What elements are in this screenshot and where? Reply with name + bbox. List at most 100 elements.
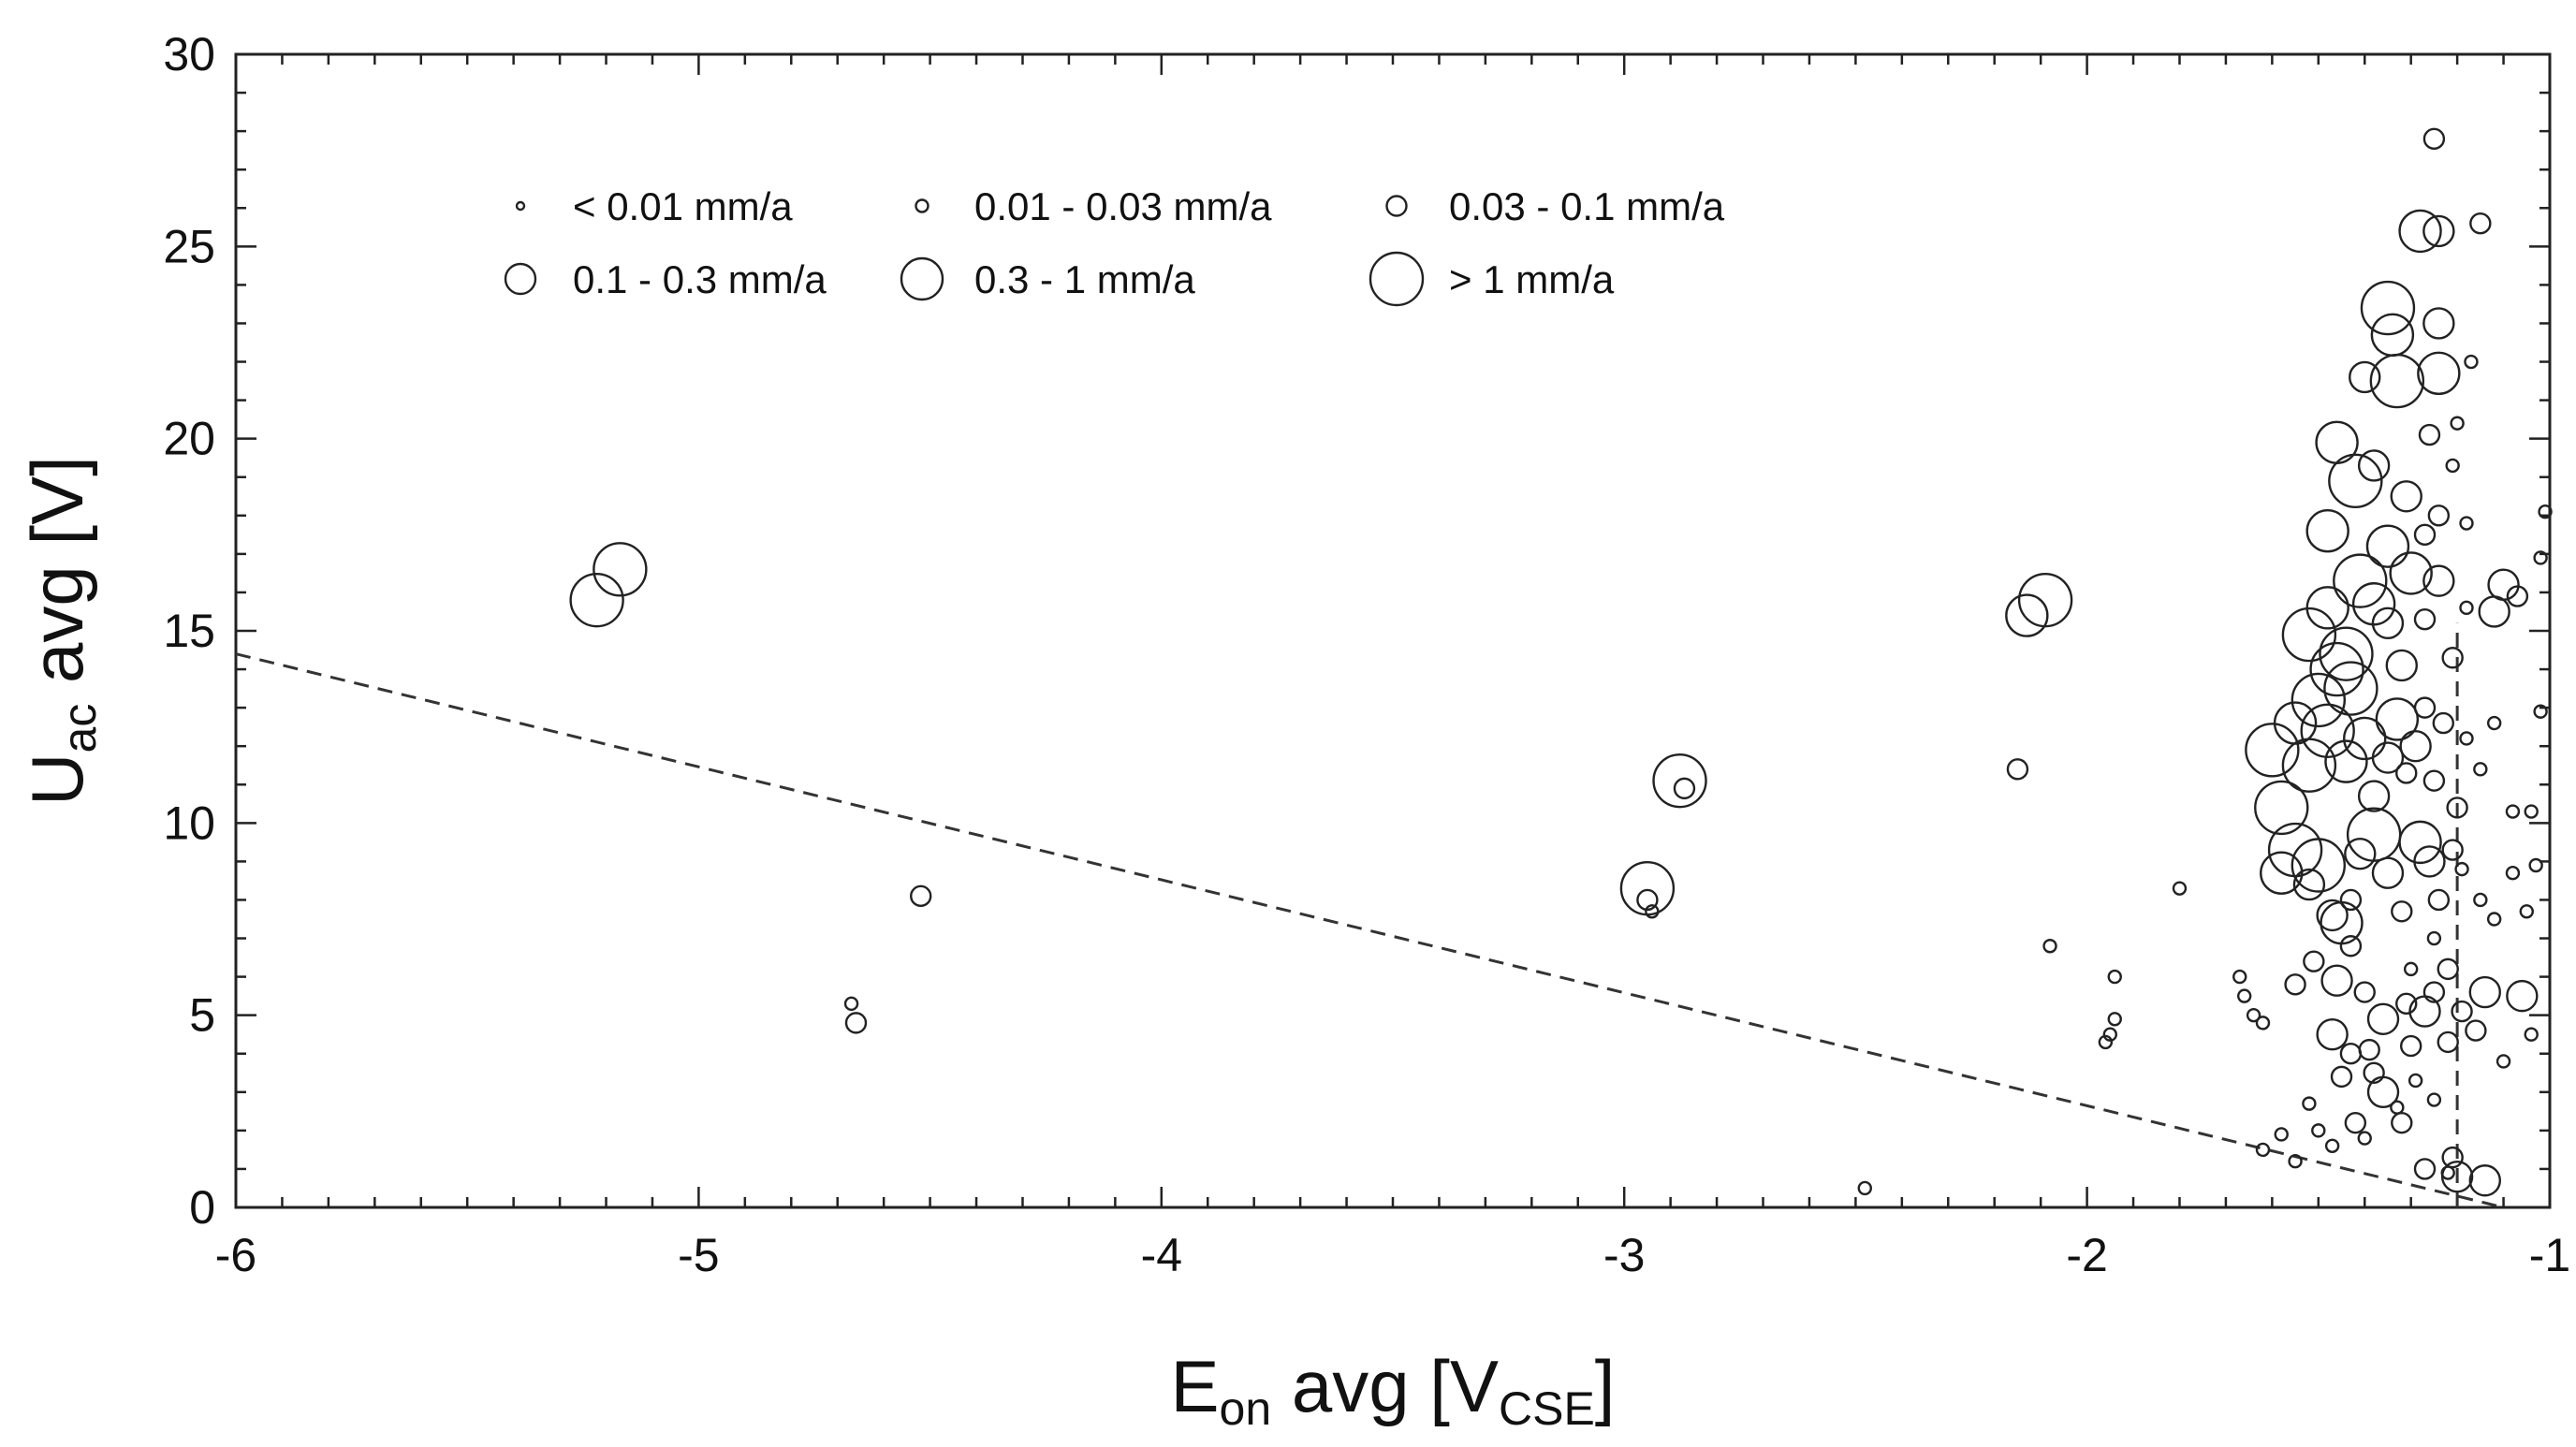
- data-point: [910, 884, 932, 908]
- x-tick-label: -6: [215, 1229, 256, 1281]
- data-point: [2288, 1154, 2303, 1169]
- tick-labels: -6 -5 -4 -3 -2 -1 0 5 10 15 20 25 30: [163, 28, 2570, 1281]
- data-point: [2403, 961, 2419, 977]
- data-point: [2486, 912, 2502, 927]
- data-point: [2357, 780, 2391, 812]
- data-points: [569, 127, 2553, 1197]
- data-point: [2303, 950, 2325, 972]
- data-point: [2245, 723, 2300, 778]
- data-point: [2305, 509, 2349, 553]
- data-point: [2395, 762, 2418, 784]
- data-point: [2333, 553, 2388, 608]
- data-point: [2281, 738, 2337, 793]
- data-point: [1636, 888, 1659, 912]
- data-point: [2375, 697, 2420, 741]
- data-point: [2098, 1034, 2114, 1050]
- data-point: [2528, 857, 2543, 873]
- data-point: [2519, 904, 2534, 919]
- data-point: [2413, 607, 2437, 631]
- data-point: [2413, 845, 2446, 878]
- data-point: [2309, 641, 2364, 697]
- data-point: [2330, 1065, 2353, 1089]
- y-tick-label: 25: [163, 220, 215, 272]
- data-point: [2300, 703, 2355, 758]
- data-point: [2413, 1158, 2437, 1180]
- data-point: [2468, 975, 2501, 1009]
- data-point: [2459, 731, 2474, 746]
- data-point: [2413, 523, 2437, 547]
- data-point: [2246, 1007, 2261, 1023]
- data-point: [2390, 1100, 2405, 1115]
- data-point: [2422, 307, 2455, 340]
- data-point: [2426, 930, 2442, 946]
- data-point: [2459, 600, 2474, 616]
- legend-label: 0.3 - 1 mm/a: [974, 257, 1195, 301]
- data-point: [1857, 1180, 1872, 1196]
- data-point: [2017, 572, 2073, 628]
- data-point: [2328, 453, 2383, 509]
- data-point: [569, 572, 624, 628]
- data-point: [2399, 730, 2432, 763]
- data-point: [2316, 1017, 2349, 1051]
- data-point: [2255, 1016, 2271, 1030]
- data-point: [2391, 1111, 2413, 1134]
- data-point: [2291, 838, 2347, 893]
- data-point: [2274, 1127, 2289, 1142]
- data-point: [2408, 1073, 2423, 1089]
- data-point: [2339, 1043, 2363, 1065]
- data-point: [2005, 593, 2049, 637]
- data-point: [2486, 715, 2502, 731]
- data-point: [2255, 1142, 2271, 1158]
- data-point: [2426, 1092, 2442, 1107]
- data-point: [2006, 758, 2029, 781]
- legend-label: 0.1 - 0.3 mm/a: [573, 257, 827, 301]
- data-point: [2465, 1019, 2487, 1042]
- data-point: [2398, 820, 2442, 865]
- data-point: [2353, 981, 2376, 1003]
- data-point: [2418, 423, 2441, 446]
- y-tick-label: 10: [163, 797, 215, 849]
- data-point: [2468, 1164, 2501, 1197]
- data-point: [2357, 449, 2391, 482]
- data-point: [2305, 586, 2349, 630]
- data-point: [2267, 822, 2323, 878]
- data-point: [2505, 866, 2521, 881]
- data-point: [2042, 939, 2057, 954]
- legend-label: 0.03 - 0.1 mm/a: [1449, 184, 1725, 228]
- data-point: [2464, 354, 2479, 370]
- data-point: [2459, 516, 2474, 531]
- data-point: [2533, 704, 2548, 719]
- data-point: [2390, 480, 2422, 513]
- data-point: [2399, 1034, 2422, 1058]
- data-point: [2398, 209, 2442, 254]
- data-point: [2432, 711, 2454, 735]
- data-point: [2440, 1160, 2474, 1193]
- data-point: [2254, 780, 2309, 836]
- data-point: [2291, 672, 2347, 728]
- data-point: [2371, 856, 2405, 889]
- data-point: [2446, 797, 2468, 819]
- data-point: [2369, 353, 2425, 409]
- data-point: [2391, 900, 2413, 923]
- y-tick-label: 15: [163, 605, 215, 657]
- data-point: [2320, 964, 2353, 997]
- data-point: [2422, 981, 2446, 1003]
- data-point: [2371, 607, 2405, 639]
- data-point: [2344, 837, 2377, 870]
- data-point: [2284, 973, 2306, 996]
- x-axis-title: Eon avg [VCSE]: [1171, 1345, 1616, 1435]
- data-point: [593, 542, 648, 597]
- legend-marker: [915, 198, 929, 213]
- y-tick-label: 0: [189, 1181, 215, 1234]
- x-tick-label: -5: [678, 1229, 719, 1281]
- data-point: [2473, 762, 2488, 777]
- data-point: [2524, 804, 2539, 819]
- data-point: [2316, 899, 2349, 932]
- y-tick-label: 5: [189, 989, 215, 1042]
- data-point: [2413, 696, 2437, 719]
- data-point: [2441, 1146, 2464, 1169]
- data-point: [2538, 504, 2553, 519]
- data-point: [2107, 969, 2122, 985]
- reference-lines: [235, 622, 2504, 1209]
- data-point: [2236, 988, 2252, 1003]
